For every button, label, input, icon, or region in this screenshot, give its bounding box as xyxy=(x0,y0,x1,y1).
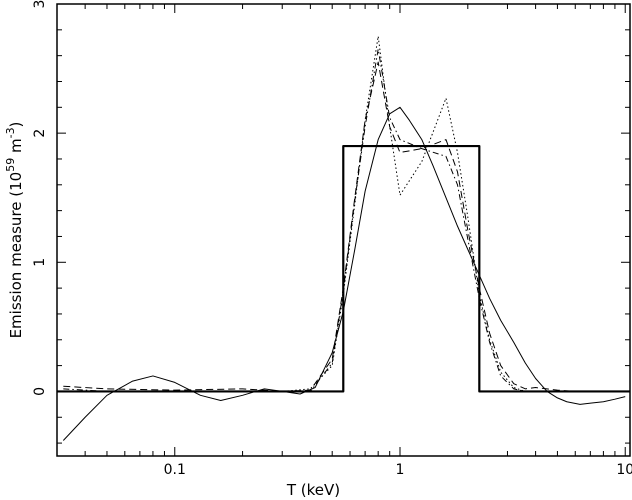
y-tick-label: 1 xyxy=(32,258,48,267)
y-tick-label: 2 xyxy=(32,129,48,138)
x-tick-label: 10 xyxy=(616,462,632,478)
y-axis-title-unit: m xyxy=(7,138,25,157)
series-line-solid xyxy=(62,106,626,441)
series-line-dotted xyxy=(63,35,558,392)
series-line-dashed xyxy=(63,61,576,392)
plot-frame xyxy=(56,3,631,457)
x-tick-label: 0.1 xyxy=(164,462,186,478)
series-layer xyxy=(57,35,630,441)
y-tick-label: 0 xyxy=(32,387,48,396)
x-tick-label: 1 xyxy=(396,462,405,478)
y-axis-title-text: Emission measure (10 xyxy=(7,172,25,339)
x-axis-title: T (keV) xyxy=(286,481,340,499)
axis-ticks xyxy=(56,3,630,456)
y-axis-title: Emission measure (1059 m-3) xyxy=(4,122,26,339)
y-axis-title-exponent: 59 xyxy=(4,158,17,172)
series-line-thick-solid xyxy=(57,144,630,393)
series-line-dash-dot xyxy=(63,48,558,392)
y-axis-title-unit-exponent: -3 xyxy=(4,127,17,138)
tick-labels: 0.1 1 10 0 1 2 3 xyxy=(32,0,632,478)
y-tick-label: 3 xyxy=(32,0,48,8)
y-axis-title-close: ) xyxy=(7,122,25,128)
